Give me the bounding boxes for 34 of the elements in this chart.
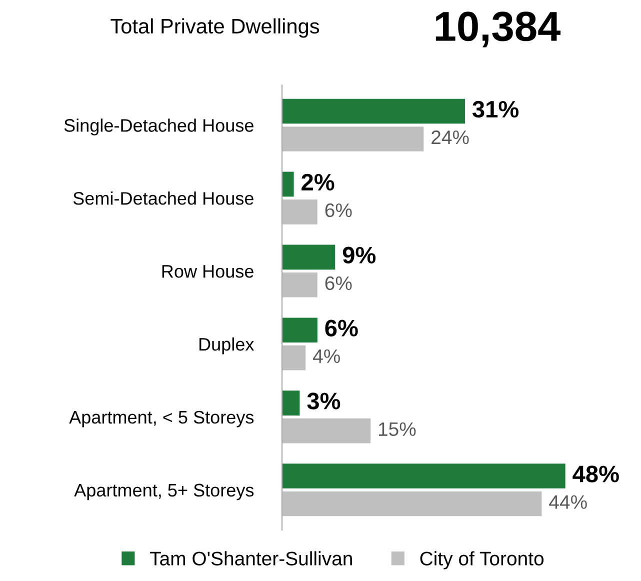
y-tick-label: Semi-Detached House [73, 192, 254, 205]
bar [282, 200, 318, 224]
y-tick-label: Row House [162, 265, 254, 278]
legend-label: Tam O'Shanter-Sullivan [150, 551, 352, 566]
data-label: 6% [325, 203, 352, 218]
data-label: 15% [378, 422, 416, 436]
y-tick-label: Apartment, 5+ Storeys [74, 484, 254, 500]
data-label: 4% [313, 349, 340, 363]
bar [282, 126, 424, 152]
y-tick-label: Apartment, < 5 Storeys [69, 410, 254, 428]
data-label: 6% [325, 320, 358, 336]
bar [282, 418, 371, 444]
data-label: 48% [572, 466, 619, 482]
y-tick-label: Single-Detached House [64, 118, 254, 136]
bar [282, 464, 566, 488]
data-label: 9% [342, 246, 376, 264]
bar [282, 244, 336, 270]
data-label: 3% [307, 392, 340, 410]
bar [282, 390, 300, 416]
data-label: 31% [472, 100, 519, 118]
data-label: 44% [549, 495, 587, 509]
bar [282, 98, 465, 124]
bar [282, 345, 306, 370]
bar [282, 172, 294, 197]
bar [282, 318, 318, 343]
data-label: 2% [302, 174, 334, 191]
chart-title: Total Private Dwellings [110, 18, 320, 38]
legend-label: City of Toronto [420, 551, 544, 570]
data-label: 6% [325, 276, 352, 290]
chart-subtitle: 10,384 [436, 12, 561, 48]
y-tick-label: Duplex [200, 337, 254, 354]
bar [282, 272, 318, 298]
bar [282, 491, 542, 516]
data-label: 24% [432, 130, 469, 144]
